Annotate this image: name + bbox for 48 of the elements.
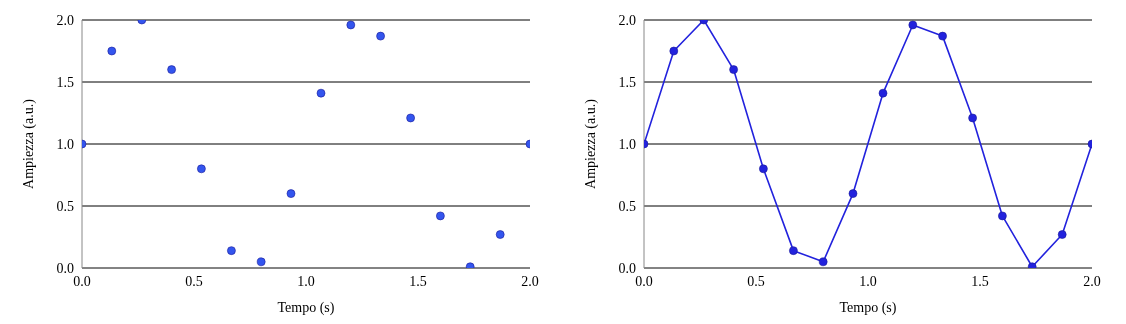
point [227, 246, 236, 255]
point [878, 88, 888, 98]
y-tick-label: 0.0 [56, 260, 74, 276]
x-tick-label: 1.5 [971, 273, 989, 289]
x-axis-title: Tempo (s) [277, 300, 335, 316]
x-tick-label: 0.0 [635, 273, 653, 289]
point [938, 31, 947, 41]
point [818, 257, 828, 267]
y-tick-label: 2.0 [618, 12, 636, 28]
point [789, 246, 798, 255]
y-tick-label: 1.5 [56, 74, 74, 90]
point [346, 20, 356, 30]
point [406, 113, 415, 123]
point [908, 20, 918, 30]
point [495, 230, 505, 239]
point [1057, 230, 1067, 239]
point [256, 257, 266, 267]
point [316, 88, 326, 98]
point [376, 31, 385, 41]
point [167, 65, 176, 74]
y-axis-title: Ampiezza (a.u.) [20, 98, 37, 189]
x-tick-label: 2.0 [1083, 273, 1101, 289]
y-axis-title: Ampiezza (a.u.) [582, 98, 599, 189]
x-tick-label: 0.5 [185, 273, 203, 289]
x-tick-label: 2.0 [521, 273, 539, 289]
y-tick-label: 1.0 [56, 136, 74, 152]
y-tick-label: 0.5 [56, 198, 74, 214]
point [759, 164, 768, 174]
point [107, 46, 117, 56]
y-tick-label: 0.5 [618, 198, 636, 214]
point [286, 189, 296, 198]
point [968, 113, 977, 123]
x-tick-label: 1.0 [859, 273, 877, 289]
x-tick-label: 0.0 [73, 273, 91, 289]
point [669, 46, 679, 56]
y-tick-label: 2.0 [56, 12, 74, 28]
point [998, 211, 1007, 221]
y-tick-label: 1.5 [618, 74, 636, 90]
point [848, 189, 858, 198]
point [197, 164, 206, 174]
y-tick-label: 0.0 [618, 260, 636, 276]
point [729, 65, 738, 74]
x-axis-title: Tempo (s) [839, 300, 897, 316]
x-tick-label: 0.5 [747, 273, 765, 289]
x-tick-label: 1.0 [297, 273, 315, 289]
point [436, 211, 445, 221]
y-tick-label: 1.0 [618, 136, 636, 152]
x-tick-label: 1.5 [409, 273, 427, 289]
